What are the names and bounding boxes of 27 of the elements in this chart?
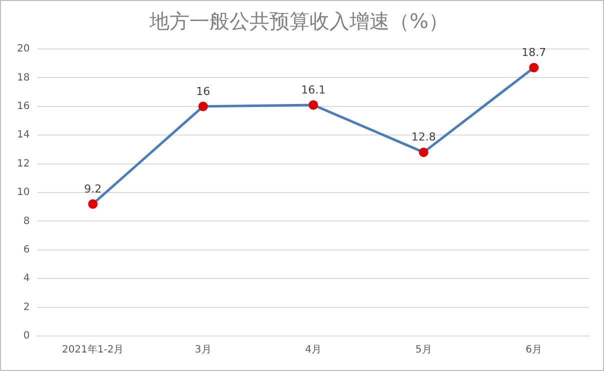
data-label: 16 (196, 84, 210, 98)
x-tick-label: 5月 (415, 344, 432, 356)
y-tick-label: 14 (16, 130, 30, 141)
y-tick-label: 20 (16, 44, 30, 55)
y-tick-label: 18 (16, 72, 30, 84)
data-label: 9.2 (84, 182, 102, 196)
point (308, 100, 318, 110)
y-tick-label: 6 (23, 244, 30, 256)
x-tick-label: 2021年1-2月 (62, 344, 124, 356)
point (529, 62, 539, 72)
data-label: 18.7 (522, 46, 546, 60)
data-label: 16.1 (301, 83, 326, 96)
y-tick-label: 16 (16, 100, 30, 112)
x-tick-label: 4月 (305, 344, 322, 356)
chart-title: 地方一般公共预算收入增速（%） (148, 9, 449, 34)
x-tick-label: 6月 (526, 344, 542, 356)
y-tick-label: 0 (23, 330, 30, 342)
point (418, 148, 428, 158)
point (198, 102, 208, 112)
y-tick-label: 10 (16, 187, 30, 198)
y-tick-label: 12 (16, 158, 30, 170)
x-tick-label: 3月 (194, 344, 212, 356)
data-label: 12.8 (411, 130, 436, 144)
point (88, 199, 98, 209)
y-tick-label: 4 (23, 273, 30, 284)
y-tick-label: 8 (23, 216, 30, 227)
y-tick-label: 2 (23, 302, 30, 313)
